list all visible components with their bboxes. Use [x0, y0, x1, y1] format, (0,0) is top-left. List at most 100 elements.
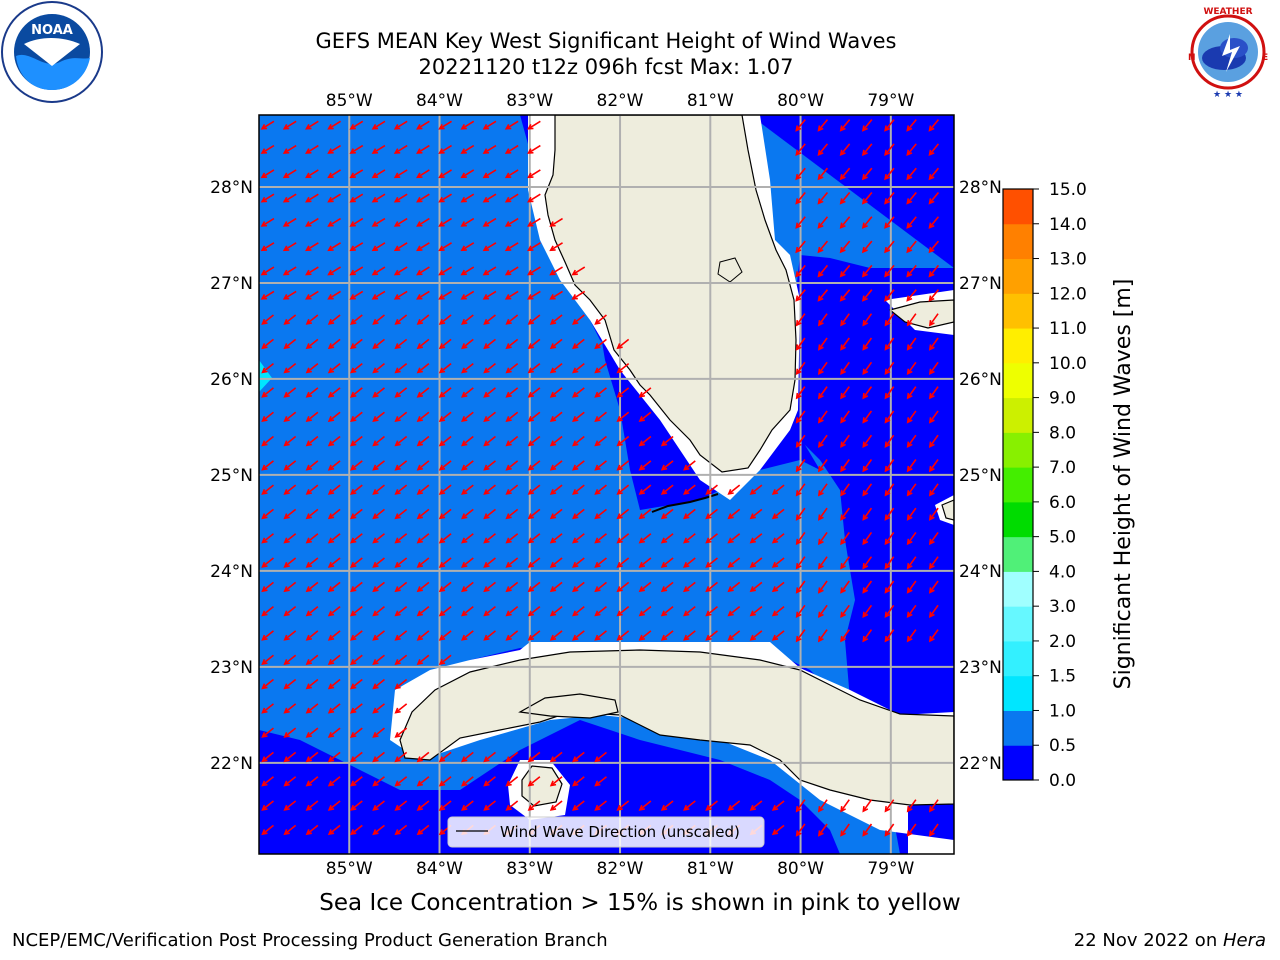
arrow-shaft	[328, 606, 341, 616]
arrow-shaft	[261, 217, 275, 227]
arrow-head	[416, 537, 423, 544]
wind-wave-arrow	[705, 630, 718, 641]
wind-wave-arrow	[327, 508, 341, 520]
wind-wave-arrow	[416, 193, 430, 203]
wind-wave-arrow	[482, 193, 497, 203]
wind-wave-arrow	[460, 193, 475, 203]
arrow-head	[572, 610, 579, 617]
arrow-head	[483, 561, 490, 568]
arrow-head	[527, 245, 534, 252]
wind-wave-arrow	[393, 120, 408, 130]
wind-wave-arrow	[527, 606, 541, 617]
arrow-head	[527, 269, 534, 276]
wind-wave-arrow	[884, 289, 895, 302]
arrow-shaft	[528, 387, 541, 398]
arrow-shaft	[595, 363, 607, 373]
arrow-shaft	[572, 533, 585, 544]
colorbar-segment	[1003, 571, 1033, 607]
arrow-shaft	[818, 507, 828, 520]
arrow-shaft	[706, 533, 718, 544]
wind-wave-arrow	[616, 581, 630, 593]
arrow-shaft	[550, 338, 563, 349]
arrow-head	[349, 196, 356, 203]
arrow-head	[350, 416, 357, 423]
wind-wave-arrow	[862, 483, 873, 497]
arrow-head	[327, 221, 334, 227]
arrow-head	[261, 586, 268, 593]
wind-wave-arrow	[727, 557, 741, 568]
lat-tick-label-right: 28°N	[959, 178, 1002, 198]
arrow-head	[527, 537, 534, 544]
arrow-head	[862, 320, 869, 327]
arrow-shaft	[439, 338, 452, 349]
arrow-shaft	[373, 654, 385, 665]
arrow-shaft	[350, 169, 364, 178]
wind-wave-arrow	[928, 386, 939, 400]
wind-wave-arrow	[305, 338, 319, 350]
wind-wave-arrow	[372, 776, 385, 787]
arrow-head	[527, 586, 534, 593]
arrow-shaft	[484, 411, 496, 422]
wind-wave-arrow	[660, 557, 674, 568]
arrow-shaft	[750, 508, 763, 519]
wind-wave-arrow	[350, 776, 363, 787]
arrow-shaft	[461, 606, 474, 616]
arrow-shaft	[284, 630, 297, 641]
wind-wave-arrow	[840, 313, 850, 327]
arrow-shaft	[461, 314, 474, 325]
arrow-head	[572, 634, 579, 641]
wind-wave-arrow	[906, 507, 917, 521]
arrow-shaft	[728, 606, 741, 616]
arrow-shaft	[395, 703, 408, 714]
colorbar-tick-label: 8.0	[1049, 423, 1076, 443]
arrow-shaft	[572, 751, 585, 762]
arrow-head	[438, 537, 446, 544]
arrow-shaft	[661, 581, 674, 592]
wind-wave-arrow	[416, 776, 430, 787]
wind-wave-arrow	[283, 557, 297, 568]
arrow-head	[350, 537, 357, 544]
arrow-head	[438, 513, 446, 520]
colorbar: 0.00.51.01.52.03.04.05.06.07.08.09.010.0…	[1002, 180, 1087, 791]
arrow-shaft	[439, 606, 452, 616]
arrow-head	[349, 245, 356, 252]
arrow-head	[861, 271, 868, 278]
arrow-head	[795, 441, 802, 448]
wind-wave-arrow	[261, 435, 274, 447]
colorbar-tick-label: 12.0	[1049, 284, 1087, 304]
arrow-head	[928, 125, 935, 132]
arrow-head	[505, 464, 512, 471]
wind-wave-arrow	[260, 169, 275, 179]
wind-wave-arrow	[261, 533, 274, 544]
wind-wave-arrow	[327, 484, 341, 495]
arrow-head	[638, 804, 645, 811]
arrow-head	[928, 368, 935, 376]
wind-wave-arrow	[616, 533, 630, 544]
arrow-head	[839, 271, 846, 278]
arrow-head	[372, 780, 379, 787]
arrow-shaft	[417, 776, 430, 787]
arrow-shaft	[595, 533, 607, 544]
arrow-head	[549, 537, 557, 544]
arrow-head	[483, 391, 490, 398]
arrow-head	[327, 513, 335, 520]
wind-wave-arrow	[571, 266, 586, 276]
wind-wave-arrow	[438, 751, 452, 763]
wind-wave-arrow	[795, 799, 806, 813]
arrow-shaft	[595, 606, 607, 616]
arrow-head	[505, 561, 512, 568]
arrow-shaft	[417, 120, 430, 130]
arrow-head	[505, 610, 512, 617]
wind-wave-arrow	[282, 193, 297, 203]
arrow-shaft	[884, 313, 895, 326]
arrow-shaft	[395, 533, 408, 544]
wind-wave-arrow	[817, 823, 828, 837]
arrow-head	[549, 343, 557, 350]
arrow-head	[305, 780, 312, 787]
arrow-shaft	[505, 290, 519, 300]
arrow-shaft	[928, 143, 940, 156]
wind-wave-arrow	[705, 606, 718, 617]
arrow-shaft	[550, 557, 563, 568]
lon-tick-label-bottom: 85°W	[326, 859, 373, 879]
arrow-head	[416, 367, 423, 374]
